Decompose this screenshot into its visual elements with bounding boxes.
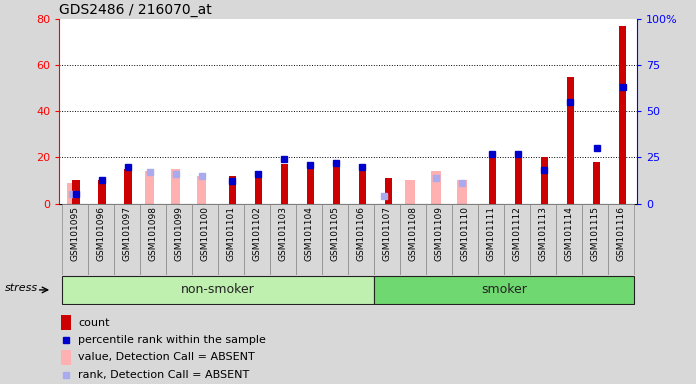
Text: percentile rank within the sample: percentile rank within the sample (78, 335, 266, 345)
Text: GSM101112: GSM101112 (513, 206, 521, 260)
Bar (67, 183, 77, 204)
Text: stress: stress (5, 283, 38, 293)
Bar (374, 204, 400, 275)
Bar (619, 26, 626, 204)
Text: GSM101098: GSM101098 (148, 206, 157, 261)
Bar (114, 204, 140, 275)
Text: GSM101096: GSM101096 (96, 206, 105, 261)
Bar (61, 315, 72, 330)
Text: smoker: smoker (481, 283, 527, 296)
Bar (374, 276, 634, 304)
Bar (452, 204, 478, 275)
Bar (426, 204, 452, 275)
Bar (593, 162, 600, 204)
Bar (489, 157, 496, 204)
Text: GSM101111: GSM101111 (487, 206, 496, 261)
Text: GSM101107: GSM101107 (383, 206, 392, 261)
Bar (333, 167, 340, 204)
Bar (358, 171, 366, 204)
Bar (192, 204, 218, 275)
Bar (140, 204, 166, 275)
Text: GSM101106: GSM101106 (356, 206, 365, 261)
Bar (608, 204, 634, 275)
Bar (197, 176, 207, 204)
Bar (478, 204, 504, 275)
Text: GSM101109: GSM101109 (434, 206, 443, 261)
Text: GSM101099: GSM101099 (175, 206, 183, 261)
Bar (400, 204, 426, 275)
Bar (62, 204, 88, 275)
Bar (255, 171, 262, 204)
Text: GSM101116: GSM101116 (617, 206, 626, 261)
Bar (405, 180, 415, 204)
Text: GSM101115: GSM101115 (591, 206, 600, 261)
Bar (567, 77, 574, 204)
Bar (62, 276, 374, 304)
Bar (530, 204, 556, 275)
Text: GSM101100: GSM101100 (200, 206, 209, 261)
Text: count: count (78, 318, 110, 328)
Bar (171, 169, 180, 204)
Text: GSM101108: GSM101108 (409, 206, 418, 261)
Bar (515, 157, 522, 204)
Text: rank, Detection Call = ABSENT: rank, Detection Call = ABSENT (78, 370, 250, 380)
Text: GSM101097: GSM101097 (122, 206, 132, 261)
Text: GSM101104: GSM101104 (304, 206, 313, 260)
Bar (88, 204, 114, 275)
Bar (556, 204, 582, 275)
Bar (145, 171, 155, 204)
Bar (322, 204, 348, 275)
Text: non-smoker: non-smoker (181, 283, 255, 296)
Bar (504, 204, 530, 275)
Bar (228, 176, 236, 204)
Text: GSM101110: GSM101110 (461, 206, 470, 261)
Bar (385, 178, 392, 204)
Bar (582, 204, 608, 275)
Bar (270, 204, 296, 275)
Bar (72, 180, 80, 204)
Bar (541, 157, 548, 204)
Bar (296, 204, 322, 275)
Text: GSM101113: GSM101113 (539, 206, 548, 261)
Text: GDS2486 / 216070_at: GDS2486 / 216070_at (59, 3, 212, 17)
Bar (98, 180, 106, 204)
Text: GSM101102: GSM101102 (253, 206, 262, 260)
Text: GSM101105: GSM101105 (331, 206, 340, 261)
Bar (61, 350, 72, 365)
Bar (307, 167, 314, 204)
Bar (244, 204, 270, 275)
Bar (166, 204, 192, 275)
Text: GSM101103: GSM101103 (278, 206, 287, 261)
Bar (457, 180, 467, 204)
Bar (125, 169, 132, 204)
Bar (348, 204, 374, 275)
Bar (432, 171, 441, 204)
Text: GSM101114: GSM101114 (564, 206, 574, 260)
Text: GSM101101: GSM101101 (226, 206, 235, 261)
Bar (280, 164, 288, 204)
Bar (218, 204, 244, 275)
Text: value, Detection Call = ABSENT: value, Detection Call = ABSENT (78, 353, 255, 362)
Text: GSM101095: GSM101095 (70, 206, 79, 261)
